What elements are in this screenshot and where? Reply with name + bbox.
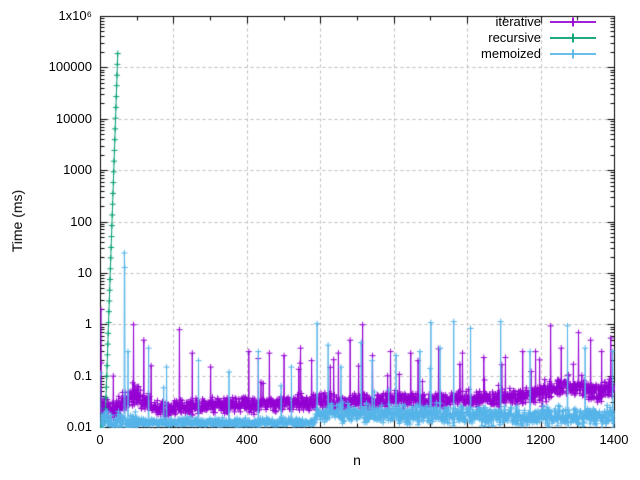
- legend-label: recursive: [488, 30, 541, 45]
- y-tick-label: 100000: [48, 59, 92, 75]
- y-tick-label: 1000: [63, 162, 92, 178]
- y-tick-label: 1: [84, 316, 92, 332]
- x-tick-label: 1400: [599, 432, 629, 447]
- x-axis-title: n: [353, 452, 361, 468]
- legend-row-iterative: iterative: [481, 14, 596, 30]
- x-tick-label: 0: [96, 432, 104, 447]
- legend-row-recursive: recursive: [481, 30, 596, 46]
- y-tick-label: 0.01: [66, 419, 92, 434]
- x-tick-label: 200: [162, 432, 185, 447]
- x-tick-label: 600: [309, 432, 332, 447]
- y-tick-label: 100: [70, 213, 92, 229]
- iterative-line-plus-icon: [550, 17, 596, 27]
- y-tick-label: 10: [77, 264, 92, 280]
- x-tick-label: 1200: [526, 432, 556, 447]
- y-tick-label: 10000: [55, 110, 92, 126]
- legend-label: iterative: [495, 14, 541, 29]
- memoized-line-plus-icon: [550, 49, 596, 59]
- legend-row-memoized: memoized: [481, 46, 596, 62]
- recursive-line-plus-icon: [550, 33, 596, 43]
- x-tick-label: 800: [382, 432, 405, 447]
- legend-label: memoized: [481, 46, 541, 61]
- y-tick-label: 0.1: [73, 367, 92, 383]
- x-tick-label: 1000: [452, 432, 482, 447]
- x-tick-label: 400: [235, 432, 258, 447]
- legend: iterative recursive memoized: [481, 14, 596, 62]
- y-tick-label: 1x10⁶: [58, 8, 92, 23]
